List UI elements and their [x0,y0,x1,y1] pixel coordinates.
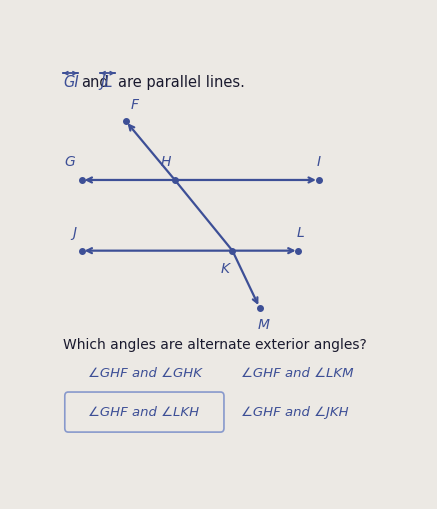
Text: ∠GHF and ∠LKM: ∠GHF and ∠LKM [241,366,354,379]
Text: L: L [297,225,305,239]
Text: ∠GHF and ∠JKH: ∠GHF and ∠JKH [241,405,349,418]
Text: GI: GI [63,75,79,90]
Text: and: and [81,75,109,90]
Text: I: I [317,155,321,169]
Text: J: J [73,225,76,239]
Text: K: K [221,262,230,276]
Text: ∠GHF and ∠LKH: ∠GHF and ∠LKH [88,405,200,418]
Text: F: F [131,98,139,112]
Text: are parallel lines.: are parallel lines. [118,75,245,90]
Text: JL: JL [101,75,113,90]
Text: Which angles are alternate exterior angles?: Which angles are alternate exterior angl… [63,337,367,351]
Text: M: M [258,318,270,332]
Text: ∠GHF and ∠GHK: ∠GHF and ∠GHK [88,366,202,379]
Text: G: G [64,155,75,169]
Text: H: H [161,155,171,169]
